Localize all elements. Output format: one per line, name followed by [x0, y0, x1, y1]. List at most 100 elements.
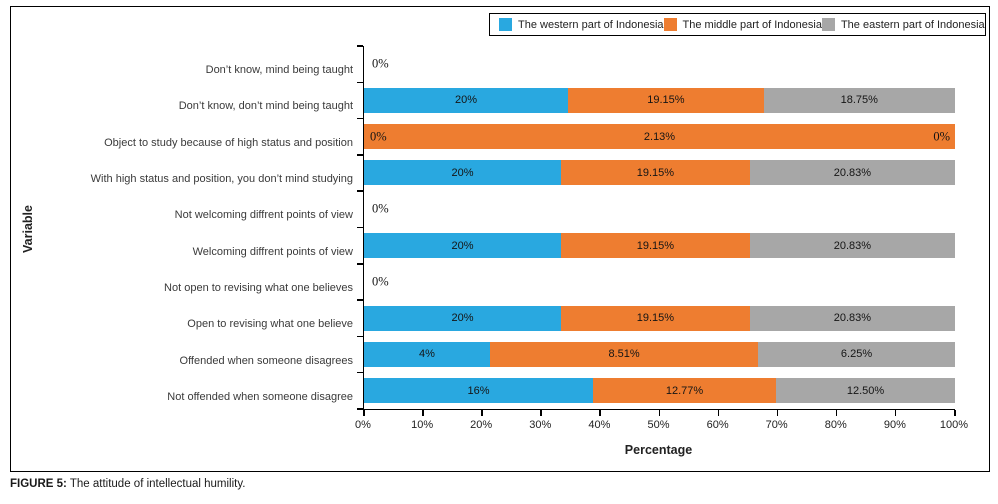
- bar-segment: 19.15%: [561, 160, 750, 186]
- stacked-bar: 16% 12.77% 12.50%: [364, 378, 955, 404]
- x-axis-title: Percentage: [624, 443, 693, 457]
- stacked-bar: 20% 19.15% 20.83%: [364, 305, 955, 331]
- x-tick-label: 0%: [355, 419, 371, 431]
- bar-segment: 19.15%: [561, 305, 750, 331]
- x-axis-tick: [481, 410, 483, 416]
- y-axis-tick: [357, 335, 363, 338]
- category-labels: Don’t know, mind being taught Don’t know,…: [39, 52, 353, 415]
- x-tick-label: 20%: [470, 419, 493, 431]
- bar-row: 20% 19.15% 20.83%: [364, 228, 955, 264]
- figure-caption-text: The attitude of intellectual humility.: [66, 478, 246, 490]
- bar-segment: 2.13%: [364, 124, 955, 150]
- x-tick-label: 80%: [824, 419, 847, 431]
- y-axis-tick: [357, 154, 363, 156]
- x-axis-tick: [658, 410, 660, 416]
- bar-row: 4% 8.51% 6.25%: [364, 336, 955, 372]
- legend-swatch-icon: [821, 18, 835, 31]
- x-axis-tick: [894, 410, 897, 416]
- bar-row: 20% 19.15% 20.83%: [364, 155, 955, 191]
- category-label: Offended when someone disagrees: [179, 354, 353, 367]
- bar-row: 16% 12.77% 12.50%: [364, 373, 955, 409]
- x-tick-label: 50%: [647, 419, 670, 431]
- category-label: Not welcoming diffrent points of view: [174, 209, 353, 222]
- category-label: With high status and position, you don’t…: [90, 173, 353, 186]
- bar-segment: 20%: [364, 160, 562, 186]
- x-axis-tick: [540, 410, 542, 416]
- figure-caption: FIGURE 5: The attitude of intellectual h…: [10, 478, 245, 490]
- legend: The western part of Indonesia The middle …: [489, 13, 986, 36]
- plot-area: 0% 20% 19.15% 18.75% 2.13% 0% 0% 20% 19.15% 20.83…: [363, 46, 955, 410]
- bar-segment: 12.50%: [775, 378, 955, 404]
- bar-row: 0%: [364, 46, 955, 82]
- legend-swatch-icon: [499, 18, 512, 31]
- bar-segment: 19.15%: [561, 233, 750, 259]
- stacked-bar: 4% 8.51% 6.25%: [364, 341, 955, 367]
- y-axis-tick: [357, 226, 363, 229]
- bar-segment: 12.77%: [593, 378, 776, 404]
- x-axis-tick: [717, 410, 720, 416]
- bar-row: 0%: [364, 191, 955, 227]
- bar-segment: 6.25%: [758, 341, 955, 367]
- legend-label: The middle part of Indonesia: [682, 18, 822, 31]
- bar-segment: 20%: [364, 305, 562, 331]
- x-axis-tick: [363, 410, 365, 416]
- legend-item: The eastern part of Indonesia: [821, 18, 985, 31]
- x-axis-tick: [776, 410, 779, 416]
- x-axis-tick: [835, 410, 838, 416]
- y-axis-tick: [357, 371, 363, 374]
- x-tick-label: 90%: [883, 419, 906, 431]
- bar-row: 2.13% 0% 0%: [364, 119, 955, 155]
- legend-label: The western part of Indonesia: [518, 18, 664, 31]
- y-axis-tick: [357, 408, 363, 410]
- figure-frame: The western part of Indonesia The middle …: [10, 6, 990, 472]
- zero-value-label: 0%: [933, 129, 950, 144]
- x-tick-label: 30%: [529, 419, 552, 431]
- bar-segment: 20%: [364, 87, 569, 113]
- category-label: Don’t know, mind being taught: [205, 64, 353, 77]
- category-label: Don’t know, don’t mind being taught: [178, 100, 353, 113]
- category-label: Not open to revising what one believes: [164, 281, 353, 294]
- legend-item: The western part of Indonesia: [499, 18, 664, 31]
- zero-value-label: 0%: [372, 274, 389, 289]
- x-axis-tick: [422, 410, 424, 416]
- stacked-bar: 2.13%: [364, 124, 955, 150]
- bar-row: 20% 19.15% 18.75%: [364, 82, 955, 118]
- y-axis-tick: [357, 117, 363, 120]
- bar-segment: 20%: [364, 233, 562, 259]
- bar-segment: 18.75%: [763, 87, 955, 113]
- x-tick-label: 100%: [939, 419, 969, 431]
- legend-label: The eastern part of Indonesia: [840, 18, 985, 31]
- y-axis-title: Variable: [21, 205, 35, 253]
- stacked-bar: 20% 19.15% 20.83%: [364, 160, 955, 186]
- x-tick-label: 70%: [765, 419, 788, 431]
- zero-value-label: 0%: [370, 129, 387, 144]
- bar-segment: 4%: [364, 341, 490, 367]
- bar-segment: 20.83%: [749, 160, 955, 186]
- figure-caption-prefix: FIGURE 5:: [10, 478, 67, 490]
- bar-segment: 19.15%: [568, 87, 764, 113]
- bar-segment: 20.83%: [749, 233, 955, 259]
- bar-segment: 8.51%: [490, 341, 759, 367]
- bar-segment: 20.83%: [749, 305, 955, 331]
- zero-value-label: 0%: [372, 201, 389, 216]
- legend-item: The middle part of Indonesia: [663, 18, 822, 31]
- bar-row: 20% 19.15% 20.83%: [364, 300, 955, 336]
- x-tick-label: 40%: [588, 419, 611, 431]
- category-label: Not offended when someone disagree: [167, 390, 353, 403]
- y-axis-tick: [357, 45, 363, 47]
- y-axis-tick: [357, 263, 363, 265]
- stacked-bar: 20% 19.15% 18.75%: [364, 87, 955, 113]
- x-axis-tick: [954, 410, 956, 416]
- x-tick-label: 60%: [706, 419, 729, 431]
- bar-row: 0%: [364, 264, 955, 300]
- y-axis-tick: [357, 190, 363, 192]
- x-tick-label: 10%: [411, 419, 434, 431]
- category-label: Open to revising what one believe: [187, 318, 353, 331]
- category-label: Welcoming diffrent points of view: [192, 245, 353, 258]
- stacked-bar: 20% 19.15% 20.83%: [364, 233, 955, 259]
- x-axis-tick: [599, 410, 601, 416]
- y-axis-tick: [357, 299, 363, 301]
- legend-swatch-icon: [663, 18, 677, 31]
- bar-segment: 16%: [364, 378, 594, 404]
- zero-value-label: 0%: [372, 56, 389, 71]
